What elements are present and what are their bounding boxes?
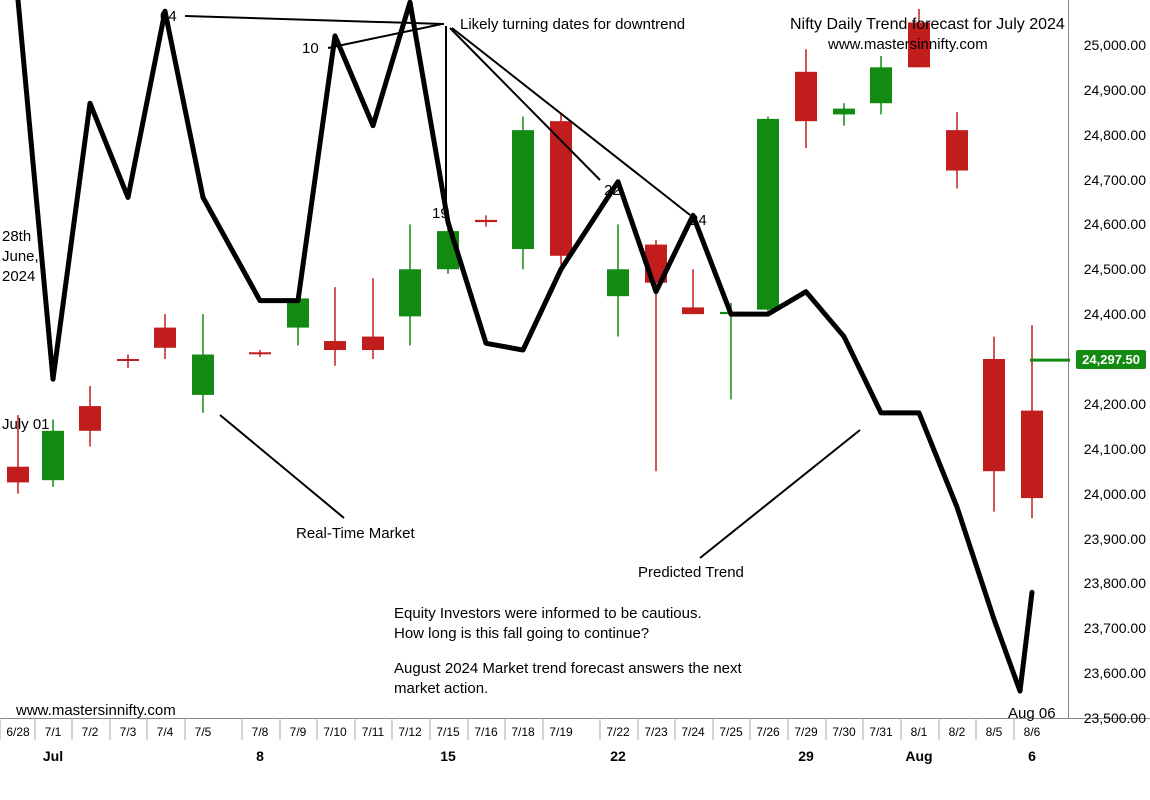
xaxis-major-tick: Aug [905, 748, 932, 764]
turning-date-10: 10 [302, 40, 319, 57]
yaxis-tick: 24,800.00 [1084, 127, 1146, 143]
candle-body [682, 307, 704, 314]
candle-body [870, 67, 892, 103]
label-realtime: Real-Time Market [296, 525, 415, 542]
yaxis-tick: 24,400.00 [1084, 306, 1146, 322]
turning-date-24: 24 [690, 212, 707, 229]
yaxis-tick: 24,700.00 [1084, 172, 1146, 188]
xaxis-major-tick: 8 [256, 748, 264, 764]
candlestick-chart [0, 0, 1150, 800]
candle-body [154, 328, 176, 348]
turning-date-04: 04 [160, 8, 177, 25]
body-line-4: market action. [394, 680, 488, 697]
label-predicted: Predicted Trend [638, 564, 744, 581]
date-28-a: 28th [2, 228, 31, 245]
xaxis-tick: 7/18 [511, 725, 534, 739]
yaxis-tick: 24,500.00 [1084, 261, 1146, 277]
candle-body [324, 341, 346, 350]
candle-body [1021, 411, 1043, 499]
yaxis-tick: 24,100.00 [1084, 441, 1146, 457]
date-28-b: June, [2, 248, 39, 265]
candle-body [475, 220, 497, 222]
xaxis-tick: 7/24 [681, 725, 704, 739]
xaxis-tick: 8/6 [1024, 725, 1041, 739]
xaxis-tick: 7/31 [869, 725, 892, 739]
xaxis-tick: 7/29 [794, 725, 817, 739]
likely-turning-label: Likely turning dates for downtrend [460, 16, 685, 33]
body-line-2: How long is this fall going to continue? [394, 625, 649, 642]
candle-body [399, 269, 421, 316]
turning-date-22: 22 [604, 182, 621, 199]
label-july01: July 01 [2, 416, 50, 433]
xaxis-major-tick: 22 [610, 748, 626, 764]
candle-body [795, 72, 817, 121]
xaxis-tick: 7/10 [323, 725, 346, 739]
xaxis-tick: 7/11 [362, 725, 384, 739]
candle-body [192, 355, 214, 395]
xaxis-tick: 6/28 [6, 725, 29, 739]
website-top: www.mastersinnifty.com [828, 36, 988, 53]
candle-body [42, 431, 64, 480]
xaxis-tick: 7/9 [290, 725, 307, 739]
yaxis-tick: 23,800.00 [1084, 575, 1146, 591]
xaxis-tick: 7/5 [195, 725, 212, 739]
body-line-3: August 2024 Market trend forecast answer… [394, 660, 742, 677]
candle-body [512, 130, 534, 249]
xaxis-tick: 7/1 [45, 725, 62, 739]
yaxis-tick: 25,000.00 [1084, 37, 1146, 53]
candle-body [833, 109, 855, 115]
xaxis-tick: 8/5 [986, 725, 1003, 739]
candle-body [117, 359, 139, 361]
date-28-c: 2024 [2, 268, 35, 285]
xaxis-major-tick: Jul [43, 748, 63, 764]
xaxis-tick: 7/30 [832, 725, 855, 739]
yaxis-tick: 24,900.00 [1084, 82, 1146, 98]
candle-body [362, 337, 384, 350]
yaxis-tick: 24,200.00 [1084, 396, 1146, 412]
yaxis-tick: 23,600.00 [1084, 665, 1146, 681]
chart-title: Nifty Daily Trend forecast for July 2024 [790, 16, 1065, 34]
xaxis-tick: 8/2 [949, 725, 966, 739]
yaxis-tick: 23,700.00 [1084, 620, 1146, 636]
yaxis-tick: 23,500.00 [1084, 710, 1146, 726]
xaxis-tick: 7/23 [644, 725, 667, 739]
xaxis-tick: 8/1 [911, 725, 928, 739]
turning-date-19: 19 [432, 205, 449, 222]
yaxis-tick: 23,900.00 [1084, 531, 1146, 547]
annotation-pointer [220, 415, 344, 518]
annotation-pointer [328, 24, 442, 48]
xaxis-major-tick: 15 [440, 748, 456, 764]
last-price-badge: 24,297.50 [1076, 350, 1146, 369]
xaxis-tick: 7/22 [606, 725, 629, 739]
candle-body [983, 359, 1005, 471]
xaxis-tick: 7/26 [756, 725, 779, 739]
yaxis-tick: 24,000.00 [1084, 486, 1146, 502]
xaxis-major-tick: 29 [798, 748, 814, 764]
candle-body [249, 352, 271, 354]
xaxis-tick: 7/4 [157, 725, 174, 739]
xaxis-tick: 7/2 [82, 725, 99, 739]
xaxis-tick: 7/15 [436, 725, 459, 739]
candle-body [7, 467, 29, 483]
xaxis-tick: 7/19 [549, 725, 572, 739]
website-bottom: www.mastersinnifty.com [16, 702, 176, 719]
candle-body [79, 406, 101, 431]
yaxis-tick: 24,600.00 [1084, 216, 1146, 232]
xaxis-tick: 7/12 [398, 725, 421, 739]
annotation-pointer [700, 430, 860, 558]
xaxis-tick: 7/25 [719, 725, 742, 739]
candle-body [946, 130, 968, 170]
candle-body [757, 119, 779, 310]
xaxis-tick: 7/16 [474, 725, 497, 739]
label-aug06: Aug 06 [1008, 705, 1056, 722]
xaxis-tick: 7/8 [252, 725, 269, 739]
candle-body [607, 269, 629, 296]
body-line-1: Equity Investors were informed to be cau… [394, 605, 702, 622]
xaxis-major-tick: 6 [1028, 748, 1036, 764]
xaxis-tick: 7/3 [120, 725, 137, 739]
